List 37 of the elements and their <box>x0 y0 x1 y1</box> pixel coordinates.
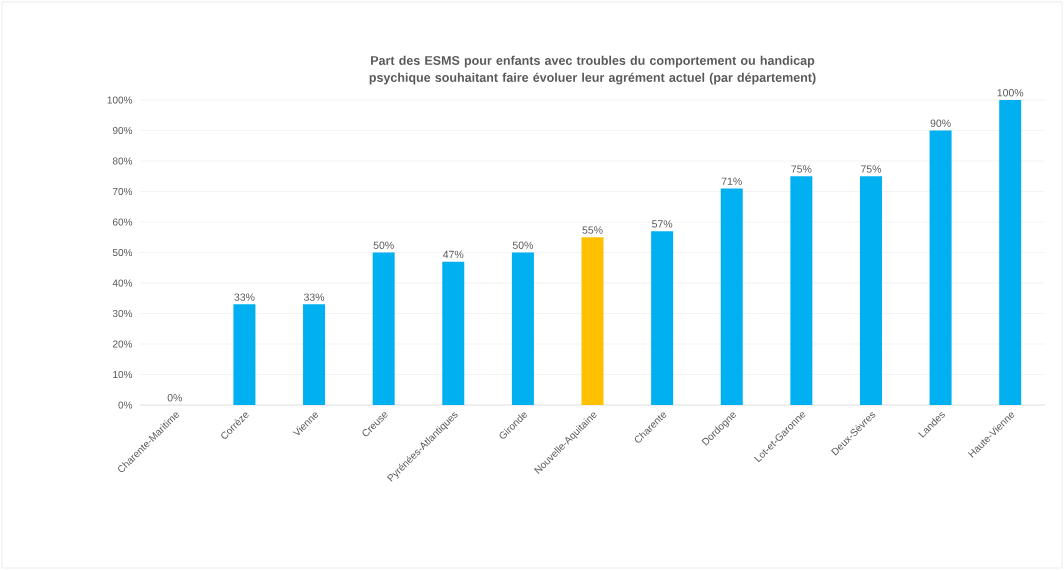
y-tick-label: 0% <box>118 401 133 409</box>
bar <box>929 130 952 405</box>
y-tick-label: 90% <box>112 126 133 135</box>
data-label: 33% <box>303 293 325 301</box>
data-label: 0% <box>167 394 183 402</box>
bar <box>651 231 674 405</box>
y-tick-label: 40% <box>112 279 133 287</box>
bar <box>303 304 326 405</box>
data-label: 57% <box>652 220 673 228</box>
data-label: 50% <box>512 241 534 249</box>
data-label: 75% <box>861 165 882 173</box>
bar <box>720 188 743 405</box>
data-label: 100% <box>997 89 1024 97</box>
data-label: 90% <box>930 119 951 127</box>
y-tick-label: 70% <box>112 187 133 196</box>
bar <box>442 261 465 405</box>
y-tick-label: 60% <box>112 218 133 226</box>
data-label: 71% <box>721 177 742 185</box>
bar <box>581 237 604 405</box>
y-tick-label: 100% <box>107 96 133 104</box>
data-label: 47% <box>443 250 464 259</box>
y-tick-label: 30% <box>112 309 133 318</box>
y-tick-label: 50% <box>112 248 133 257</box>
bar <box>859 176 882 405</box>
bar <box>372 252 395 405</box>
y-tick-label: 80% <box>112 157 133 165</box>
data-label: 33% <box>234 293 255 301</box>
bar <box>233 304 256 405</box>
chart-title: Part des ESMS pour enfants avec troubles du comportement ou handicap psychique souhaitant faire évoluer leur agrément actuel (par département) <box>369 55 816 85</box>
data-label: 50% <box>373 241 394 249</box>
bar <box>511 252 534 405</box>
data-label: 75% <box>791 165 812 173</box>
bar <box>999 100 1022 405</box>
bar <box>790 176 813 405</box>
y-tick-label: 10% <box>113 370 133 379</box>
y-tick-label: 20% <box>112 340 133 348</box>
data-label: 55% <box>582 226 603 234</box>
